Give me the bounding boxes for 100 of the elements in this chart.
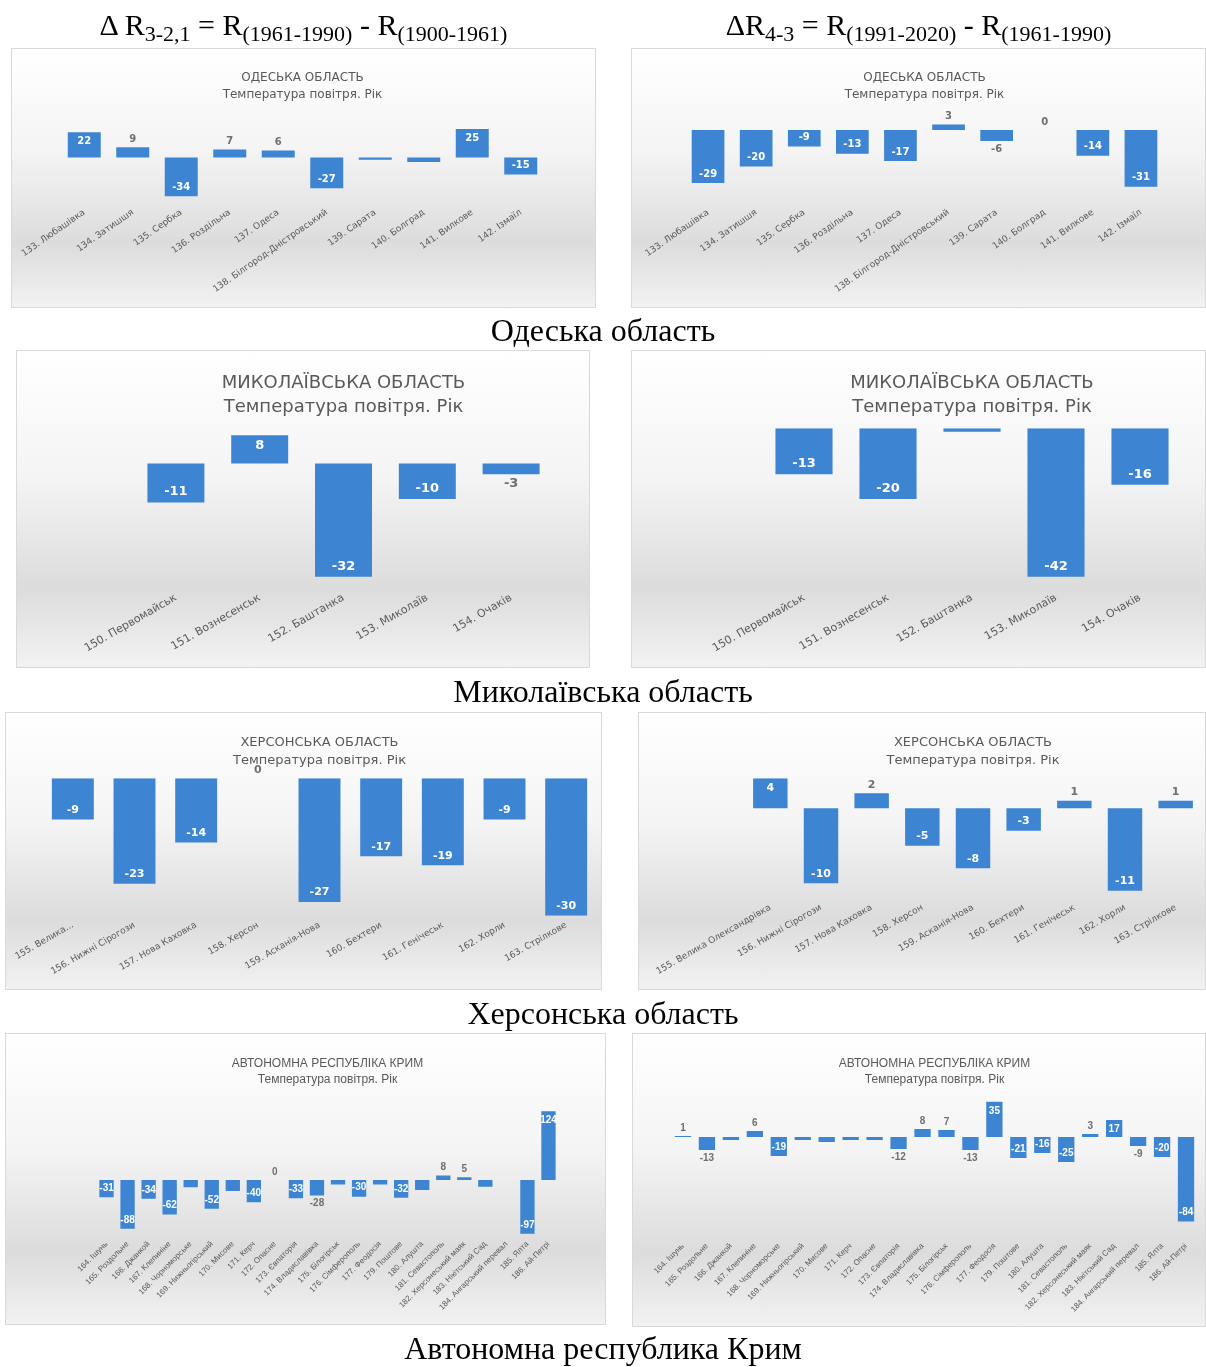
bar: [818, 1136, 835, 1143]
data-label: -12: [891, 1150, 907, 1162]
data-label: -27: [309, 885, 330, 899]
data-label: -31: [1131, 171, 1151, 183]
data-label: -16: [1035, 1137, 1050, 1149]
bar: [962, 1136, 979, 1151]
data-label: 9: [129, 132, 137, 144]
data-label: 6: [274, 136, 282, 148]
chart-title: ОДЕСЬКА ОБЛАСТЬ: [241, 70, 364, 85]
data-label: -14: [1083, 140, 1102, 152]
data-label: 1: [1171, 785, 1180, 799]
chart-title: ХЕРСОНСЬКА ОБЛАСТЬ: [240, 734, 399, 750]
bar: [310, 157, 344, 189]
chart-subtitle: Температура повітря. Рік: [221, 86, 383, 101]
bar: [225, 1180, 240, 1192]
data-label: -5: [916, 829, 929, 843]
data-label: -40: [246, 1186, 262, 1198]
data-label: 6: [752, 1116, 759, 1128]
bar: [407, 157, 441, 163]
data-label: -84: [1178, 1206, 1194, 1218]
data-label: -20: [747, 151, 766, 163]
data-label: -9: [66, 802, 79, 816]
data-label: 22: [77, 134, 92, 146]
data-label: -13: [963, 1151, 979, 1163]
bar: [803, 808, 839, 884]
data-label: -42: [1044, 557, 1068, 573]
data-label: -27: [317, 172, 336, 184]
data-label: -13: [699, 1151, 715, 1163]
text: Δ R$_{3-2,1}$ = R$_{(1961-1990)}$ - R$_{(1900-1961)}$: [98, 8, 509, 46]
data-label: -30: [351, 1181, 367, 1193]
data-label: -20: [1154, 1141, 1170, 1153]
bar: [1129, 1136, 1147, 1147]
data-label: -9: [798, 131, 810, 143]
text: Миколаївська область: [452, 673, 754, 709]
bar: [794, 1136, 811, 1141]
bar: [1057, 800, 1092, 809]
bar: [842, 1136, 859, 1141]
data-label: -9: [1133, 1147, 1143, 1159]
bar: [120, 1180, 135, 1229]
chart-subtitle: Температура повітря. Рік: [257, 1071, 398, 1086]
data-label: -11: [1115, 874, 1135, 888]
data-label: -33: [288, 1183, 304, 1195]
text: Одеська область: [489, 312, 717, 348]
text: Автономна республика Крим: [403, 1330, 803, 1366]
data-label: -52: [204, 1193, 220, 1205]
data-label: 17: [1108, 1122, 1121, 1134]
chart-title: ХЕРСОНСЬКА ОБЛАСТЬ: [893, 734, 1053, 750]
data-label: -88: [120, 1213, 136, 1225]
data-label: -25: [1059, 1146, 1074, 1158]
data-label: -13: [792, 455, 816, 471]
data-label: 2: [867, 777, 876, 791]
data-label: -3: [1017, 814, 1030, 828]
data-label: -17: [891, 145, 910, 157]
bar: [905, 808, 940, 846]
data-label: -28: [309, 1197, 325, 1209]
data-label: -30: [556, 899, 577, 913]
bar: [116, 147, 150, 158]
data-label: 7: [943, 1115, 950, 1127]
chart-title: АВТОНОМНА РЕСПУБЛІКА КРИМ: [838, 1055, 1031, 1070]
chart-subtitle: Температура повітря. Рік: [864, 1071, 1005, 1086]
data-label: -10: [415, 479, 440, 495]
data-label: -62: [162, 1199, 178, 1211]
bar: [698, 1136, 716, 1151]
data-label: -32: [331, 557, 356, 573]
bar: [938, 1129, 955, 1137]
data-label: 0: [1041, 115, 1049, 127]
data-label: -10: [811, 866, 832, 880]
data-label: -17: [371, 839, 392, 853]
bar: [955, 808, 991, 869]
chart-title: ОДЕСЬКА ОБЛАСТЬ: [863, 70, 986, 85]
chart-subtitle: Температура повітря. Рік: [222, 395, 464, 417]
data-label: 3: [945, 110, 953, 122]
data-label: 4: [766, 780, 775, 794]
bar: [722, 1136, 740, 1141]
data-label: -97: [520, 1218, 536, 1230]
chart-title: МИКОЛАЇВСЬКА ОБЛАСТЬ: [850, 371, 1094, 393]
bar: [183, 1180, 198, 1188]
data-label: -19: [771, 1140, 787, 1152]
text: ΔR$_{4-3}$ = R$_{(1991-2020)}$ - R$_{(1961-1990)}$: [724, 8, 1113, 46]
chart-subtitle: Температура повітря. Рік: [885, 751, 1060, 767]
data-label: -19: [432, 848, 453, 862]
data-label: -11: [164, 483, 188, 499]
data-label: -23: [124, 867, 145, 881]
bar: [415, 1180, 430, 1190]
data-label: -29: [699, 167, 718, 179]
data-label: -20: [876, 479, 900, 495]
data-label: -9: [498, 802, 511, 816]
bar: [1006, 808, 1041, 831]
bar: [1082, 1133, 1099, 1137]
data-label: 8: [255, 437, 265, 453]
data-label: -34: [141, 1183, 157, 1195]
chart-title: МИКОЛАЇВСЬКА ОБЛАСТЬ: [221, 371, 466, 393]
data-label: -8: [966, 851, 980, 865]
data-label: 5: [461, 1162, 468, 1174]
data-label: 3: [1087, 1119, 1094, 1131]
data-label: -14: [186, 825, 207, 839]
data-label: 0: [272, 1165, 279, 1177]
data-label: 25: [465, 131, 480, 143]
data-label: 35: [988, 1104, 1001, 1116]
bar: [457, 1177, 472, 1180]
